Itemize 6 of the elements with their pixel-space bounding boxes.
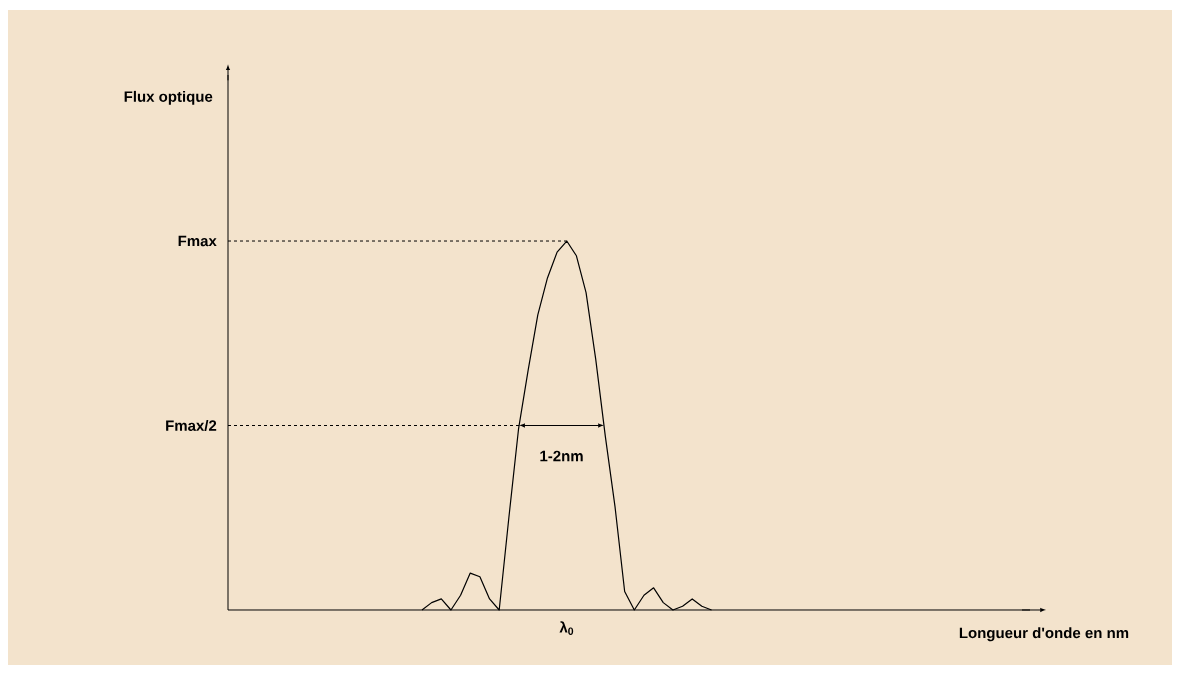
ref-line-label: Fmax/2 bbox=[166, 419, 217, 432]
annotation: 1-2nm bbox=[540, 450, 583, 462]
text: Longueur d'onde en nm bbox=[959, 627, 1129, 642]
text: Flux optique bbox=[124, 90, 213, 105]
ref-line-label: Fmax bbox=[178, 235, 217, 247]
text: λ$_{0}$ bbox=[559, 621, 574, 635]
